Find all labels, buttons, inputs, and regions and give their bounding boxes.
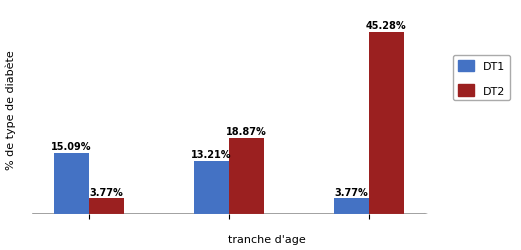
Text: 3.77%: 3.77% — [90, 187, 123, 197]
Bar — [333, 199, 368, 214]
Text: 45.28%: 45.28% — [366, 21, 406, 31]
Bar — [229, 138, 264, 214]
Text: 18.87%: 18.87% — [226, 127, 267, 136]
Y-axis label: % de type de diabète: % de type de diabète — [6, 50, 16, 169]
X-axis label: tranche d'age: tranche d'age — [228, 234, 306, 244]
Bar — [89, 199, 124, 214]
Text: 15.09%: 15.09% — [51, 142, 92, 152]
Bar — [368, 32, 404, 214]
Text: 13.21%: 13.21% — [191, 149, 231, 159]
Polygon shape — [33, 214, 441, 218]
Bar — [54, 153, 89, 214]
Legend: DT1, DT2: DT1, DT2 — [453, 56, 510, 101]
Bar — [194, 161, 229, 214]
Text: 3.77%: 3.77% — [334, 187, 368, 197]
